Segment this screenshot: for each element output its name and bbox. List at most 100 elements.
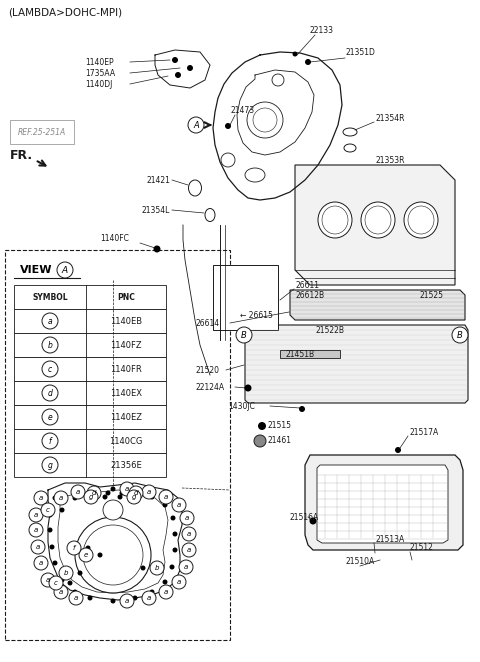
Circle shape <box>110 487 116 491</box>
Circle shape <box>42 313 58 329</box>
Polygon shape <box>280 350 340 358</box>
Text: 21522B: 21522B <box>315 326 344 334</box>
Text: 21513A: 21513A <box>375 536 404 545</box>
Text: 21421: 21421 <box>146 175 170 185</box>
Text: 21356E: 21356E <box>110 461 142 469</box>
Text: a: a <box>74 595 78 601</box>
Circle shape <box>127 490 141 504</box>
Circle shape <box>163 502 168 508</box>
Text: c: c <box>54 580 58 586</box>
Text: 1140CG: 1140CG <box>109 436 143 446</box>
Text: a: a <box>164 589 168 595</box>
Text: 22124A: 22124A <box>195 383 224 391</box>
Text: g: g <box>89 494 93 500</box>
Circle shape <box>305 59 311 65</box>
Text: 21525: 21525 <box>420 291 444 299</box>
Circle shape <box>97 553 103 557</box>
Text: a: a <box>34 527 38 533</box>
Polygon shape <box>14 285 166 309</box>
Circle shape <box>75 517 151 593</box>
Text: 21517A: 21517A <box>410 428 439 436</box>
Text: a: a <box>185 515 189 521</box>
Text: a: a <box>177 502 181 508</box>
Circle shape <box>182 543 196 557</box>
Text: B: B <box>457 330 463 340</box>
Text: 21512: 21512 <box>410 544 434 553</box>
Circle shape <box>179 560 193 574</box>
Circle shape <box>54 491 68 505</box>
Text: 1140FR: 1140FR <box>110 365 142 373</box>
Text: FR.: FR. <box>10 148 33 162</box>
Circle shape <box>310 518 316 524</box>
Circle shape <box>120 491 124 495</box>
Circle shape <box>149 495 155 500</box>
Circle shape <box>42 457 58 473</box>
Circle shape <box>67 541 81 555</box>
Circle shape <box>141 565 145 571</box>
Circle shape <box>59 566 73 580</box>
Circle shape <box>60 508 64 512</box>
Circle shape <box>48 512 52 518</box>
Polygon shape <box>14 309 166 333</box>
Text: 21451B: 21451B <box>285 350 314 359</box>
Circle shape <box>84 490 98 504</box>
Text: 26611: 26611 <box>295 281 319 289</box>
Text: VIEW: VIEW <box>20 265 52 275</box>
Text: 21510A: 21510A <box>346 557 374 567</box>
Circle shape <box>120 594 134 608</box>
Polygon shape <box>14 453 166 477</box>
Circle shape <box>42 361 58 377</box>
Text: 1735AA: 1735AA <box>85 68 115 77</box>
Circle shape <box>159 585 173 599</box>
Circle shape <box>52 561 58 565</box>
Polygon shape <box>14 405 166 429</box>
Text: 1430JC: 1430JC <box>228 401 255 410</box>
Polygon shape <box>245 325 468 403</box>
Text: A: A <box>62 265 68 275</box>
Circle shape <box>89 489 95 495</box>
Text: 21354R: 21354R <box>375 113 405 122</box>
Text: ← 26615: ← 26615 <box>240 310 273 320</box>
Circle shape <box>54 585 68 599</box>
Text: 1140FC: 1140FC <box>100 234 129 242</box>
Circle shape <box>254 435 266 447</box>
Circle shape <box>68 581 72 585</box>
Text: 26614: 26614 <box>195 318 219 328</box>
Circle shape <box>85 545 91 551</box>
Circle shape <box>60 577 64 583</box>
Circle shape <box>175 72 181 78</box>
Text: c: c <box>46 507 50 513</box>
Circle shape <box>72 589 77 594</box>
Circle shape <box>236 327 252 343</box>
Circle shape <box>42 337 58 353</box>
Circle shape <box>132 489 137 495</box>
Text: REF.25-251A: REF.25-251A <box>18 128 66 136</box>
Circle shape <box>69 591 83 605</box>
Text: a: a <box>187 531 191 537</box>
Circle shape <box>452 327 468 343</box>
Text: d: d <box>92 490 96 496</box>
Circle shape <box>188 117 204 133</box>
Circle shape <box>172 575 186 589</box>
Circle shape <box>42 433 58 449</box>
Circle shape <box>163 579 168 585</box>
Circle shape <box>31 540 45 554</box>
Circle shape <box>142 591 156 605</box>
Text: 21461: 21461 <box>268 436 292 444</box>
Text: 1140DJ: 1140DJ <box>85 79 112 89</box>
Text: SYMBOL: SYMBOL <box>32 293 68 301</box>
Circle shape <box>72 495 77 500</box>
Circle shape <box>225 123 231 129</box>
Circle shape <box>49 576 63 590</box>
Polygon shape <box>290 290 465 320</box>
Text: g: g <box>48 461 52 469</box>
Circle shape <box>170 516 176 520</box>
Ellipse shape <box>318 202 352 238</box>
Circle shape <box>106 491 110 495</box>
Text: 21515: 21515 <box>268 420 292 430</box>
Circle shape <box>87 486 101 500</box>
Circle shape <box>258 422 266 430</box>
Polygon shape <box>317 465 448 543</box>
Text: 1140EB: 1140EB <box>110 316 142 326</box>
Text: a: a <box>59 589 63 595</box>
